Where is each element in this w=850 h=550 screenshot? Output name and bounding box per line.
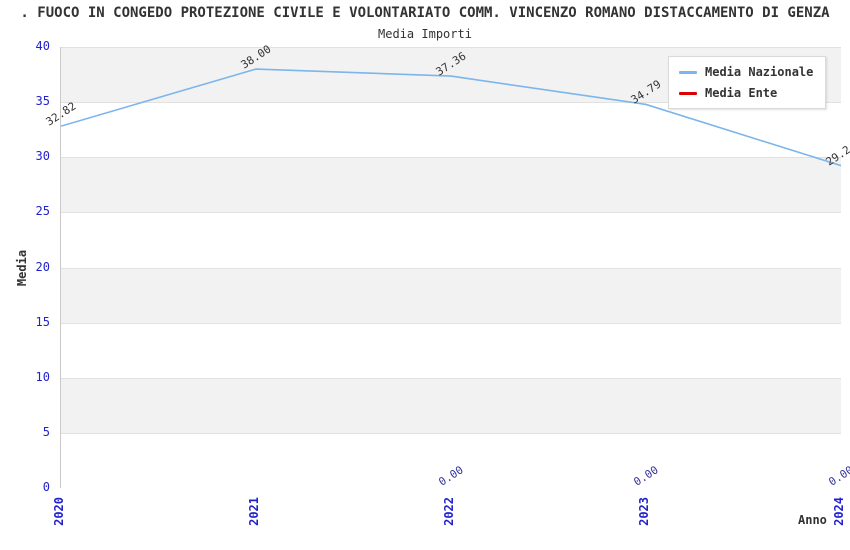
gridline — [61, 157, 841, 159]
plot-band — [61, 102, 841, 158]
x-tick-label: 2020 — [52, 497, 66, 526]
plot-band — [61, 157, 841, 213]
plot-band — [61, 377, 841, 433]
y-tick-label: 30 — [35, 149, 50, 164]
y-tick-label: 5 — [42, 424, 50, 439]
gridline — [61, 322, 841, 324]
plot-area: 32.82 38.00 37.36 34.79 29.24 0.00 0.00 0.00 — [44, 43, 850, 489]
series-lines — [61, 68, 841, 167]
plot-band — [61, 322, 841, 378]
plot-band — [61, 212, 841, 268]
gridline — [61, 432, 841, 434]
gridline — [61, 47, 841, 48]
gridline — [61, 267, 841, 269]
y-tick-label: 20 — [35, 259, 50, 274]
line-swatch-icon — [679, 70, 697, 74]
x-axis-title: Anno — [798, 513, 827, 527]
line-swatch-icon — [679, 91, 697, 95]
gridline — [61, 377, 841, 379]
legend-item-media-nazionale[interactable]: Media Nazionale — [679, 65, 813, 79]
x-tick-label: 2022 — [442, 497, 456, 526]
plot-band — [61, 432, 841, 488]
x-tick-label: 2021 — [247, 497, 261, 526]
y-tick-label: 40 — [35, 39, 50, 53]
legend: Media Nazionale Media Ente — [668, 56, 827, 109]
y-axis-title: Media — [15, 249, 29, 287]
y-tick-label: 0 — [42, 480, 50, 494]
x-tick-label: 2024 — [832, 497, 846, 526]
x-tick-label: 2023 — [637, 497, 651, 526]
legend-label: Media Ente — [705, 86, 778, 100]
series-line-media-nazionale — [61, 68, 841, 167]
y-tick-label: 25 — [35, 204, 50, 219]
gridline — [61, 212, 841, 214]
legend-label: Media Nazionale — [705, 65, 814, 79]
plot-band — [61, 267, 841, 323]
y-tick-label: 10 — [35, 369, 50, 384]
gridline — [61, 102, 841, 104]
y-tick-label: 15 — [35, 314, 50, 329]
y-tick-label: 35 — [35, 94, 50, 109]
legend-item-media-ente[interactable]: Media Ente — [679, 86, 813, 100]
chart-subtitle: Media Importi — [378, 27, 472, 41]
chart-title: . FUOCO IN CONGEDO PROTEZIONE CIVILE E V… — [20, 5, 830, 21]
